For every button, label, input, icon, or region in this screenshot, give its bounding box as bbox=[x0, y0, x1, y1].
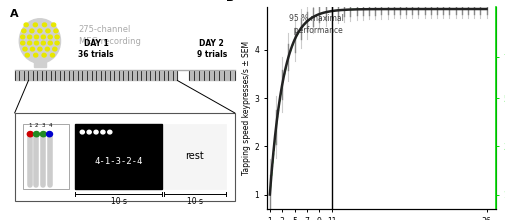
Circle shape bbox=[33, 53, 38, 57]
Circle shape bbox=[21, 41, 25, 45]
Circle shape bbox=[41, 41, 45, 45]
Bar bbox=[163, 124, 225, 189]
Circle shape bbox=[21, 35, 25, 39]
Circle shape bbox=[34, 41, 38, 45]
Text: 4: 4 bbox=[48, 123, 52, 128]
Bar bbox=[34, 55, 45, 67]
Circle shape bbox=[23, 47, 27, 51]
Text: A: A bbox=[10, 9, 19, 19]
Circle shape bbox=[33, 132, 39, 137]
Circle shape bbox=[55, 41, 59, 45]
Circle shape bbox=[42, 23, 46, 27]
Circle shape bbox=[52, 23, 56, 27]
Circle shape bbox=[54, 29, 58, 33]
Text: DAY 1
36 trials: DAY 1 36 trials bbox=[78, 39, 114, 59]
Circle shape bbox=[42, 53, 46, 57]
Circle shape bbox=[108, 130, 112, 134]
Circle shape bbox=[41, 35, 45, 39]
Circle shape bbox=[46, 29, 50, 33]
Circle shape bbox=[80, 130, 84, 134]
Bar bbox=[188, 71, 234, 81]
Y-axis label: Tapping speed keypresses/s ± SEM: Tapping speed keypresses/s ± SEM bbox=[242, 41, 251, 175]
Circle shape bbox=[22, 29, 26, 33]
Text: rest: rest bbox=[185, 151, 204, 161]
Bar bbox=[15, 113, 234, 201]
Circle shape bbox=[33, 23, 37, 27]
Circle shape bbox=[27, 41, 32, 45]
Text: 3: 3 bbox=[41, 123, 45, 128]
Circle shape bbox=[30, 47, 34, 51]
Circle shape bbox=[45, 47, 49, 51]
Circle shape bbox=[38, 47, 42, 51]
Text: 275-channel
MEG recording: 275-channel MEG recording bbox=[79, 25, 140, 46]
Circle shape bbox=[27, 35, 32, 39]
Text: B: B bbox=[225, 0, 233, 3]
Bar bbox=[15, 71, 177, 81]
Circle shape bbox=[34, 35, 38, 39]
Text: 95 % maximal
  performance: 95 % maximal performance bbox=[288, 14, 343, 35]
Circle shape bbox=[38, 29, 42, 33]
Circle shape bbox=[25, 53, 29, 57]
Circle shape bbox=[30, 29, 34, 33]
Circle shape bbox=[48, 35, 52, 39]
Text: 10 s: 10 s bbox=[111, 197, 127, 206]
Circle shape bbox=[55, 35, 59, 39]
Text: 4-1-3-2-4: 4-1-3-2-4 bbox=[94, 157, 143, 166]
Circle shape bbox=[46, 132, 53, 137]
Text: 10 s: 10 s bbox=[186, 197, 202, 206]
Text: 2: 2 bbox=[35, 123, 38, 128]
Circle shape bbox=[24, 23, 28, 27]
Circle shape bbox=[53, 47, 57, 51]
Circle shape bbox=[100, 130, 105, 134]
Text: DAY 2
9 trials: DAY 2 9 trials bbox=[196, 39, 226, 59]
Circle shape bbox=[48, 41, 52, 45]
Circle shape bbox=[40, 132, 46, 137]
Circle shape bbox=[94, 130, 98, 134]
Ellipse shape bbox=[19, 19, 61, 63]
Circle shape bbox=[50, 53, 55, 57]
Circle shape bbox=[87, 130, 91, 134]
Text: 1: 1 bbox=[28, 123, 31, 128]
Circle shape bbox=[27, 132, 33, 137]
Bar bbox=[23, 124, 68, 189]
Bar bbox=[75, 124, 162, 189]
